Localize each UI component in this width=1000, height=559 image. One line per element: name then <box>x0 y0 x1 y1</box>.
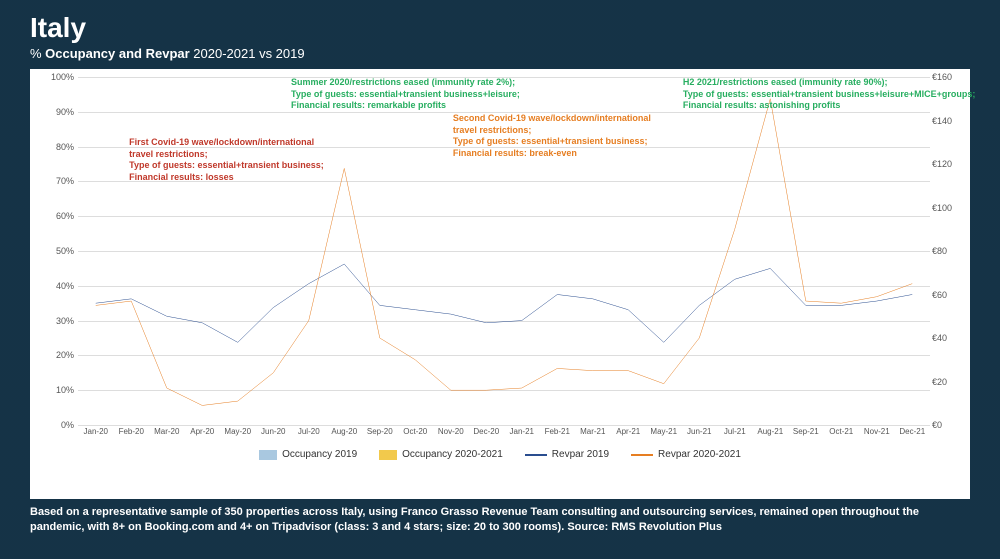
swatch-icon <box>259 450 277 460</box>
subtitle-rest: 2020-2021 vs 2019 <box>190 46 305 61</box>
annotation-a3: Second Covid-19 wave/lockdown/internatio… <box>453 113 651 160</box>
annotation-a4: H2 2021/restrictions eased (immunity rat… <box>683 77 975 112</box>
x-label: May-21 <box>650 427 677 436</box>
chart-panel: 0%10%20%30%40%50%60%70%80%90%100% €0€20€… <box>30 69 970 499</box>
page-title: Italy <box>30 12 970 44</box>
y-axis-right: €0€20€40€60€80€100€120€140€160 <box>932 77 960 425</box>
x-label: Nov-20 <box>438 427 464 436</box>
footer-text: Based on a representative sample of 350 … <box>30 505 970 535</box>
x-label: May-20 <box>224 427 251 436</box>
line-swatch-icon <box>631 454 653 456</box>
x-label: Sep-20 <box>367 427 393 436</box>
legend-label: Revpar 2020-2021 <box>658 449 741 460</box>
x-label: Dec-21 <box>899 427 925 436</box>
x-label: Dec-20 <box>473 427 499 436</box>
x-label: Feb-20 <box>119 427 144 436</box>
x-label: Nov-21 <box>864 427 890 436</box>
annotation-a1: First Covid-19 wave/lockdown/internation… <box>129 137 324 184</box>
line-revpar2019 <box>96 264 913 342</box>
x-label: Jul-21 <box>724 427 746 436</box>
x-label: Oct-20 <box>403 427 427 436</box>
legend-revpar2019: Revpar 2019 <box>525 449 609 460</box>
x-label: Jan-20 <box>84 427 108 436</box>
page-container: Italy % Occupancy and Revpar 2020-2021 v… <box>0 0 1000 543</box>
line-swatch-icon <box>525 454 547 456</box>
x-label: Jul-20 <box>298 427 320 436</box>
subtitle-prefix: % <box>30 46 45 61</box>
x-label: Jun-20 <box>261 427 285 436</box>
x-label: Oct-21 <box>829 427 853 436</box>
x-label: Mar-20 <box>154 427 179 436</box>
x-label: Aug-20 <box>331 427 357 436</box>
legend-occ2019: Occupancy 2019 <box>259 449 357 460</box>
x-label: Jun-21 <box>687 427 711 436</box>
legend-revpar2020-21: Revpar 2020-2021 <box>631 449 741 460</box>
x-label: Apr-20 <box>190 427 214 436</box>
y-axis-left: 0%10%20%30%40%50%60%70%80%90%100% <box>44 77 74 425</box>
chart-area: 0%10%20%30%40%50%60%70%80%90%100% €0€20€… <box>78 77 930 447</box>
swatch-icon <box>379 450 397 460</box>
x-label: Aug-21 <box>757 427 783 436</box>
legend-label: Occupancy 2020-2021 <box>402 449 503 460</box>
annotation-a2: Summer 2020/restrictions eased (immunity… <box>291 77 520 112</box>
x-label: Apr-21 <box>616 427 640 436</box>
page-subtitle: % Occupancy and Revpar 2020-2021 vs 2019 <box>30 46 970 61</box>
legend-label: Revpar 2019 <box>552 449 609 460</box>
legend-occ2020-21: Occupancy 2020-2021 <box>379 449 503 460</box>
x-label: Jan-21 <box>510 427 534 436</box>
x-label: Feb-21 <box>545 427 570 436</box>
subtitle-bold: Occupancy and Revpar <box>45 46 190 61</box>
x-label: Mar-21 <box>580 427 605 436</box>
x-axis-labels: Jan-20 Feb-20 Mar-20 Apr-20 May-20 Jun-20 Jul-… <box>78 427 930 447</box>
legend-label: Occupancy 2019 <box>282 449 357 460</box>
chart-legend: Occupancy 2019 Occupancy 2020-2021 Revpa… <box>40 447 960 460</box>
x-label: Sep-21 <box>793 427 819 436</box>
